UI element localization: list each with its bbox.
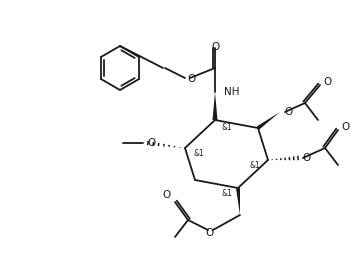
Text: NH: NH: [224, 87, 240, 97]
Text: O: O: [323, 77, 331, 87]
Text: O: O: [302, 153, 310, 163]
Text: O: O: [341, 122, 349, 132]
Text: O: O: [211, 42, 219, 52]
Text: O: O: [148, 138, 156, 148]
Polygon shape: [257, 112, 280, 130]
Text: &1: &1: [221, 123, 232, 132]
Text: &1: &1: [193, 149, 204, 158]
Text: &1: &1: [250, 161, 261, 170]
Text: O: O: [163, 190, 171, 200]
Text: &1: &1: [221, 188, 232, 197]
Text: O: O: [206, 228, 214, 238]
Text: O: O: [284, 107, 292, 117]
Polygon shape: [212, 92, 217, 120]
Text: O: O: [188, 74, 196, 84]
Polygon shape: [236, 188, 240, 215]
